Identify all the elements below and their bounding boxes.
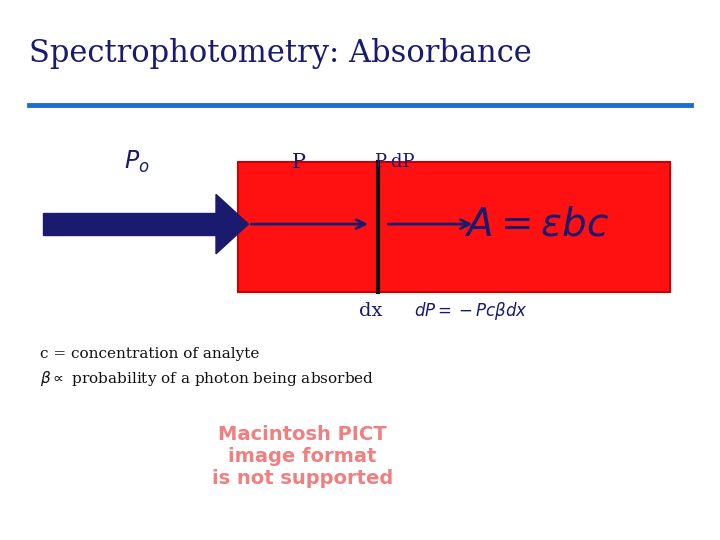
Text: c = concentration of analyte: c = concentration of analyte	[40, 347, 259, 361]
Text: dx: dx	[359, 301, 382, 320]
Text: $dP = -Pc\beta dx$: $dP = -Pc\beta dx$	[414, 300, 528, 321]
Text: $P_o$: $P_o$	[124, 149, 150, 175]
Text: P: P	[292, 152, 306, 172]
Text: Macintosh PICT
image format
is not supported: Macintosh PICT image format is not suppo…	[212, 425, 393, 488]
Polygon shape	[216, 194, 248, 254]
Text: $\beta \propto$ probability of a photon being absorbed: $\beta \propto$ probability of a photon …	[40, 368, 374, 388]
Bar	[43, 213, 230, 235]
Text: P-dP: P-dP	[374, 153, 415, 171]
Bar	[238, 162, 670, 292]
Text: Spectrophotometry: Absorbance: Spectrophotometry: Absorbance	[29, 38, 531, 69]
Text: $A = \varepsilon bc$: $A = \varepsilon bc$	[464, 205, 609, 243]
